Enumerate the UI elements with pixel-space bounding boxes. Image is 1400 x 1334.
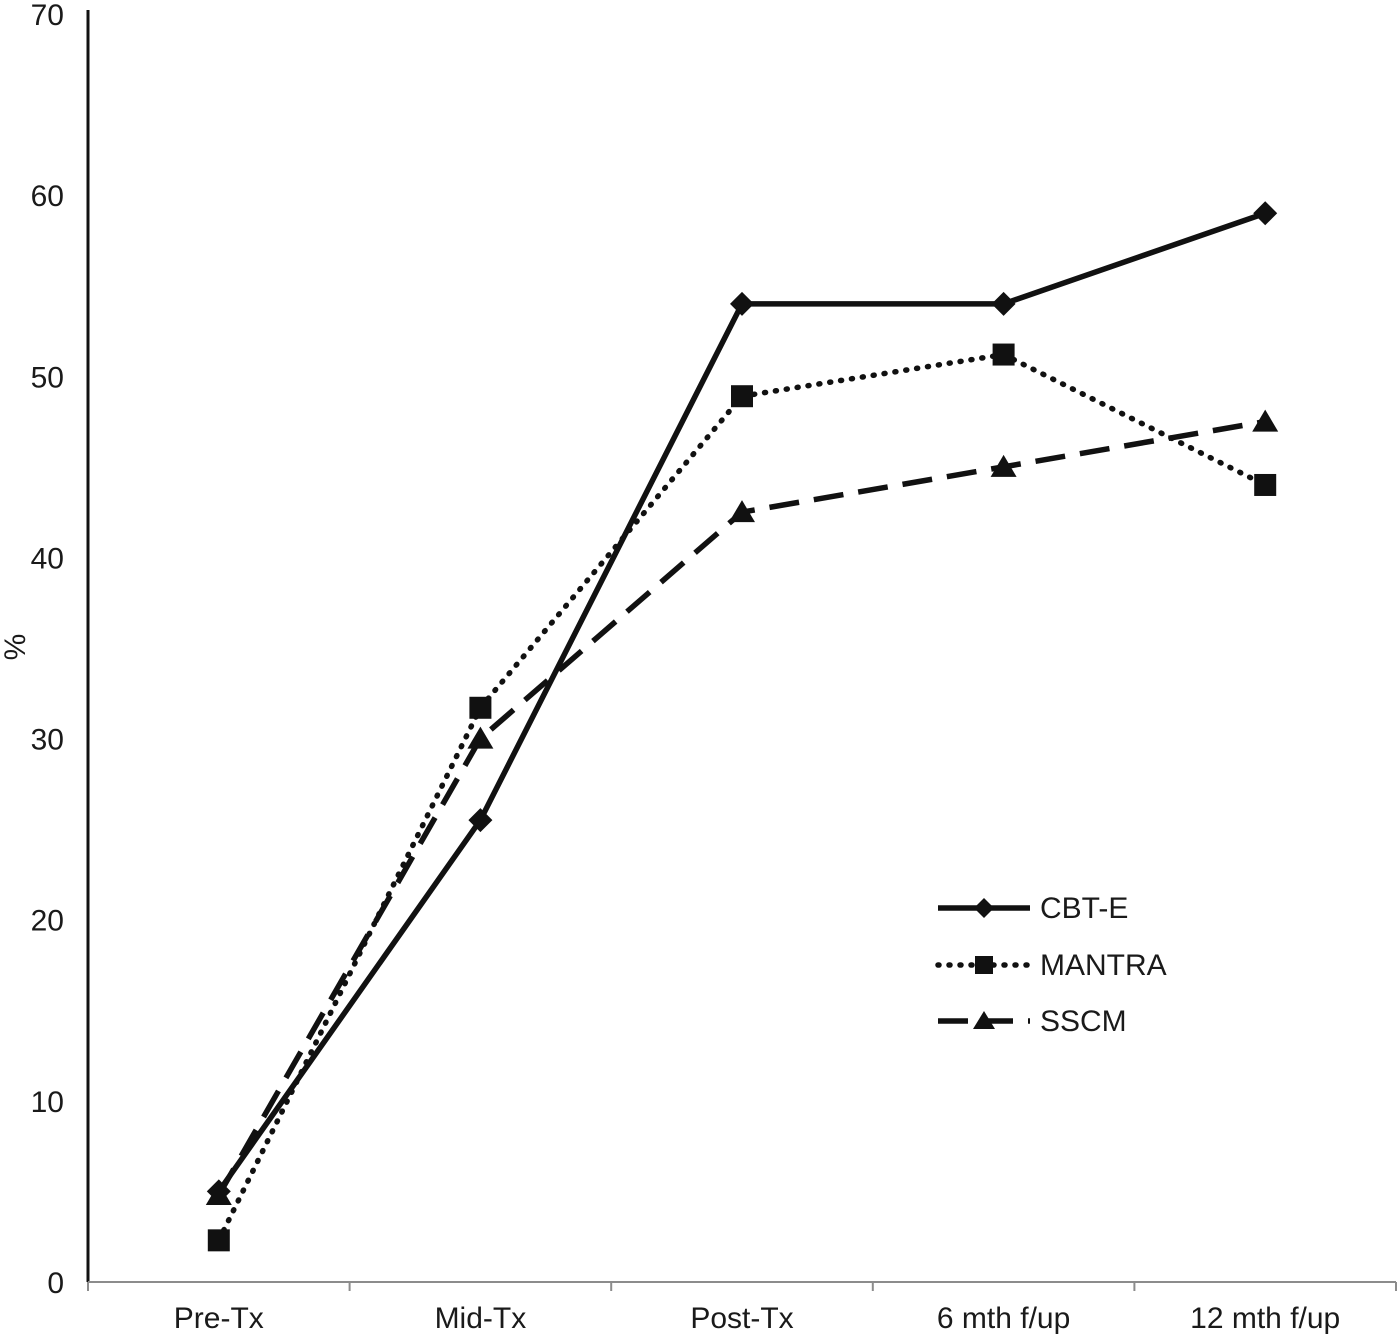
square-marker	[1254, 473, 1277, 496]
square-marker	[469, 696, 492, 719]
diamond-marker	[991, 291, 1016, 316]
x-tick-label: Mid-Tx	[435, 1302, 527, 1334]
y-tick-label: 20	[31, 905, 64, 938]
y-tick-label: 10	[31, 1086, 64, 1119]
diamond-marker	[468, 808, 493, 833]
square-marker	[207, 1229, 230, 1252]
y-tick-label: 60	[31, 180, 64, 213]
triangle-marker	[467, 726, 494, 749]
series-line-cbt-e	[216, 210, 1267, 1194]
y-tick-label: 30	[31, 724, 64, 757]
diamond-marker	[1253, 201, 1278, 226]
x-tick-label: 12 mth f/up	[1190, 1302, 1340, 1334]
y-axis-label: %	[0, 633, 32, 661]
legend-label-mantra: MANTRA	[1040, 949, 1167, 982]
series-line-sscm	[216, 418, 1266, 1197]
square-marker	[992, 343, 1015, 366]
square-marker	[975, 956, 993, 974]
legend-label-sscm: SSCM	[1040, 1005, 1127, 1038]
series-line-mantra	[216, 351, 1268, 1244]
triangle-marker	[973, 1011, 995, 1029]
x-tick-label: Post-Tx	[690, 1302, 793, 1334]
y-tick-label: 0	[47, 1267, 64, 1300]
y-tick-label: 40	[31, 542, 64, 575]
diamond-marker	[974, 898, 994, 918]
square-marker	[731, 385, 753, 408]
x-tick-label: 6 mth f/up	[937, 1302, 1070, 1334]
triangle-marker	[1252, 409, 1279, 432]
y-tick-label: 50	[31, 361, 64, 394]
triangle-marker	[205, 1183, 232, 1206]
legend-label-cbt-e: CBT-E	[1040, 892, 1128, 925]
y-tick-label: 70	[31, 0, 64, 32]
triangle-marker	[990, 454, 1017, 477]
x-tick-label: Pre-Tx	[174, 1302, 264, 1334]
diamond-marker	[730, 291, 754, 316]
triangle-marker	[729, 500, 755, 523]
